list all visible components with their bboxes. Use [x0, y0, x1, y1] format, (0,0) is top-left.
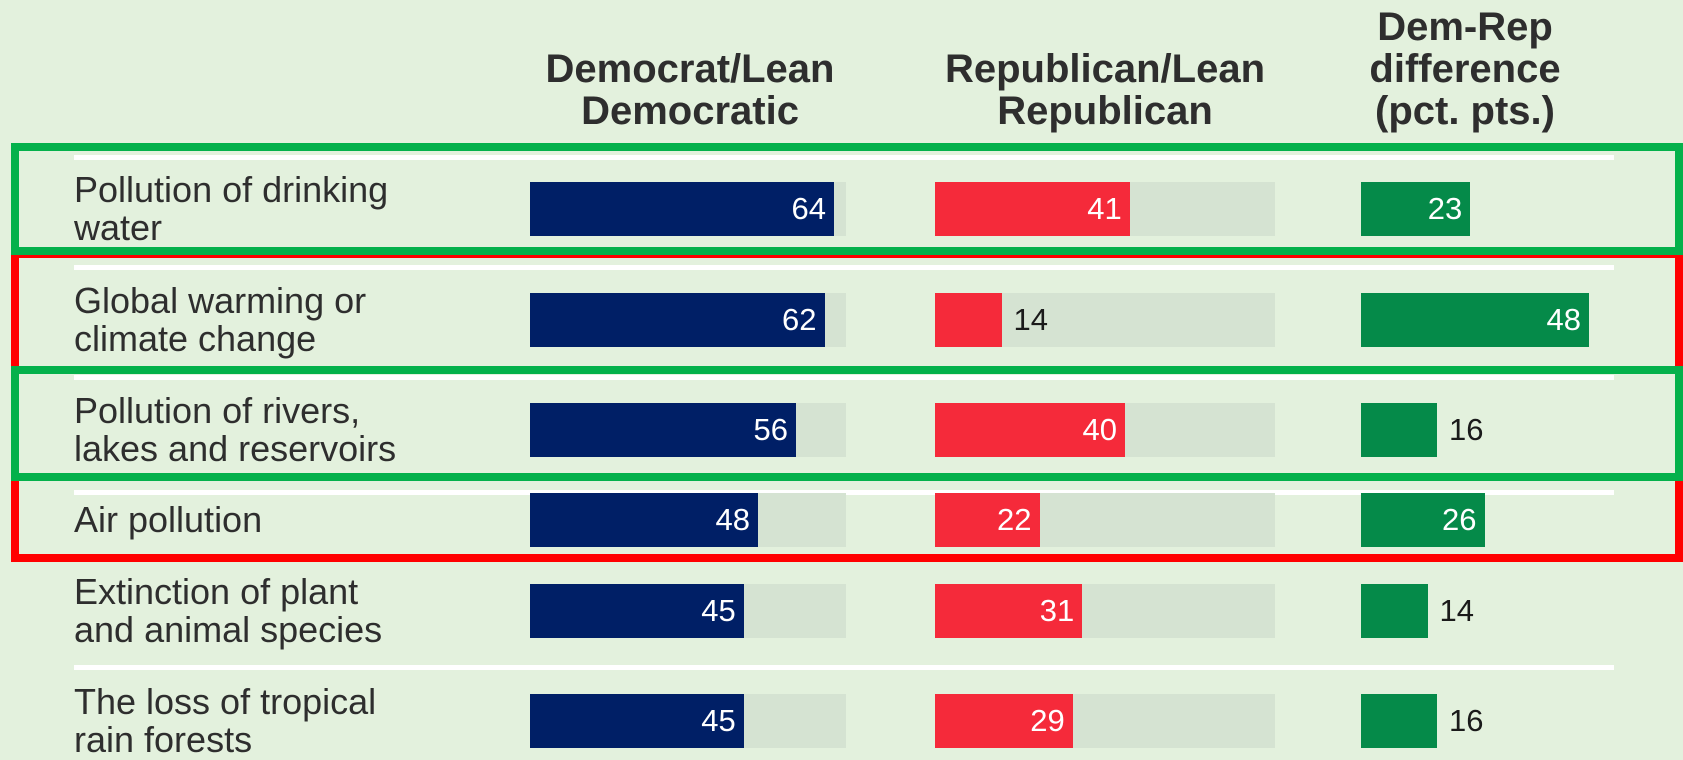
dem-bar — [530, 403, 796, 457]
category-label: The loss of tropical rain forests — [74, 681, 377, 760]
column-header-democrat: Democrat/Lean Democratic — [545, 47, 835, 133]
diff-bar — [1361, 293, 1589, 347]
rep-value-label: 14 — [1013, 302, 1048, 337]
rep-bar — [935, 694, 1073, 748]
dem-value-label: 62 — [782, 302, 817, 337]
diff-value-label: 23 — [1427, 191, 1463, 226]
rep-bar — [935, 182, 1130, 236]
dem-value-label: 64 — [791, 191, 826, 226]
dem-value-label: 48 — [715, 502, 750, 537]
diff-value-label: 14 — [1439, 593, 1474, 628]
highlight-box-green — [11, 143, 1683, 255]
row-separator — [74, 490, 1614, 495]
row-separator — [74, 155, 1614, 160]
diff-bar — [1361, 403, 1437, 457]
diff-value-label: 16 — [1449, 412, 1484, 447]
diff-bar — [1361, 584, 1428, 638]
rep-bar — [935, 403, 1125, 457]
dem-bar — [530, 493, 758, 547]
category-label: Air pollution — [74, 499, 263, 540]
diff-value-label: 26 — [1442, 502, 1477, 537]
highlight-box-green — [11, 366, 1683, 481]
category-label: Global warming or climate change — [74, 280, 367, 359]
dem-bar — [530, 182, 834, 236]
column-header-republican: Republican/Lean Republican — [944, 47, 1266, 133]
dem-bar — [530, 584, 744, 638]
category-label: Extinction of plant and animal species — [74, 571, 383, 650]
rep-bar — [935, 584, 1083, 638]
dem-bar — [530, 694, 744, 748]
row-separator — [74, 665, 1614, 670]
rep-value-label: 29 — [1030, 703, 1065, 738]
rep-value-label: 40 — [1082, 412, 1117, 447]
diff-value-label: 48 — [1546, 302, 1581, 337]
diff-bar — [1361, 694, 1437, 748]
rep-value-label: 22 — [997, 502, 1032, 537]
diff-bar — [1361, 182, 1471, 236]
rep-value-label: 31 — [1039, 593, 1075, 628]
diff-value-label: 16 — [1449, 703, 1484, 738]
dem-value-label: 45 — [701, 703, 736, 738]
column-header-difference: Dem-Rep difference (pct. pts.) — [1369, 5, 1561, 133]
rep-bar — [935, 493, 1040, 547]
category-label: Pollution of rivers, lakes and reservoir… — [74, 390, 397, 469]
dem-bar — [530, 293, 825, 347]
dem-value-label: 56 — [753, 412, 788, 447]
category-label: Pollution of drinking water — [74, 169, 389, 248]
rep-bar — [935, 293, 1002, 347]
dem-value-label: 45 — [701, 593, 736, 628]
rep-value-label: 41 — [1087, 191, 1122, 226]
diff-bar — [1361, 493, 1485, 547]
row-separator — [74, 375, 1614, 380]
row-separator — [74, 265, 1614, 270]
